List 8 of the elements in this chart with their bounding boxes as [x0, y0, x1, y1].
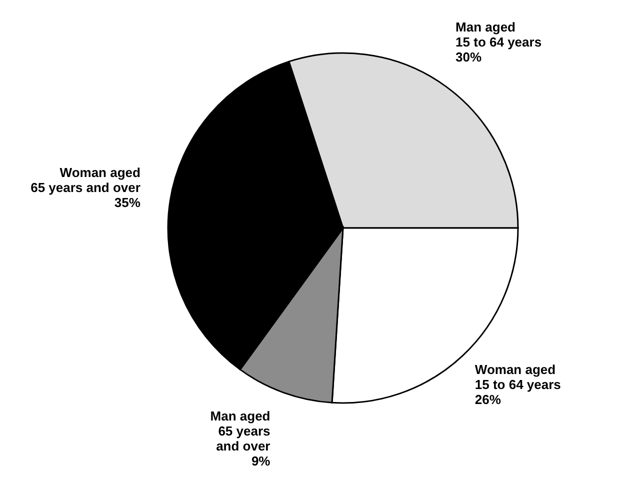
slice-label: Man aged 15 to 64 years: [456, 20, 542, 50]
data-label: 30%: [456, 50, 482, 65]
slice-label: Woman aged 65 years and over: [30, 164, 141, 195]
slice-label: Woman aged 15 to 64 years: [474, 362, 561, 392]
slice-label: Man aged 65 years and over: [210, 408, 270, 454]
data-label: 9%: [251, 454, 271, 469]
data-label: 26%: [474, 392, 502, 407]
data-label: 35%: [114, 194, 141, 210]
